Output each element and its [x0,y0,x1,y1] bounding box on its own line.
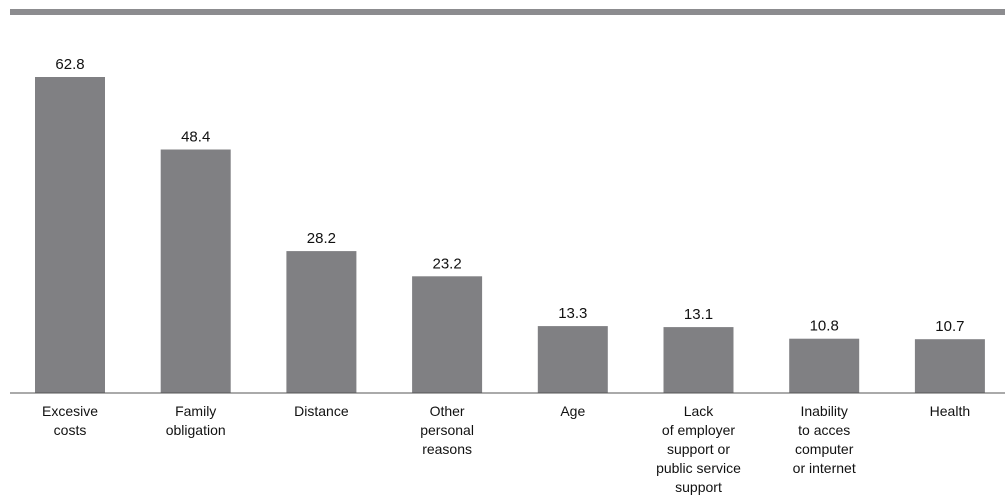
bar-6 [789,338,860,393]
category-label-6-line-3: or internet [793,460,856,476]
bar-5 [663,327,734,393]
value-label-1: 48.4 [181,129,210,146]
category-label-3-line-0: Other [430,403,465,419]
bar-3 [412,276,483,393]
category-label-1-line-1: obligation [166,422,226,438]
bar-2 [286,251,357,393]
category-label-4-line-0: Age [560,403,585,419]
value-label-0: 62.8 [55,56,84,73]
category-label-5-line-3: public service [656,460,741,476]
category-label-3: Other personal reasons [420,403,474,457]
category-label-5-line-0: Lack [684,403,715,419]
value-label-3: 23.2 [432,255,461,272]
category-label-7-line-0: Health [930,403,970,419]
bar-0 [35,77,105,393]
category-label-5-line-1: of employer [662,422,735,438]
bar-1 [160,149,231,393]
category-label-3-line-2: reasons [422,441,472,457]
value-label-4: 13.3 [558,305,587,322]
category-labels-group: Excesive costs Family obligation Distance Oth… [42,403,970,495]
value-label-7: 10.7 [935,318,964,335]
category-label-5: Lack of employer support or public service s… [656,403,741,495]
category-label-4: Age [560,403,585,419]
category-label-0: Excesive costs [42,403,98,438]
category-label-0-line-1: costs [54,422,87,438]
value-label-6: 10.8 [810,318,839,335]
value-labels-group: 62.8 48.4 28.2 23.2 13.3 13.1 10.8 10.7 [55,56,964,335]
value-label-2: 28.2 [307,230,336,247]
top-rule [10,9,1005,15]
bar-4 [537,326,608,393]
category-label-6: Inability to acces computer or internet [793,403,856,476]
bars-group [35,77,985,393]
category-label-3-line-1: personal [420,422,474,438]
category-label-2-line-0: Distance [294,403,349,419]
category-label-1: Family obligation [166,403,226,438]
bar-7 [914,339,985,393]
category-label-6-line-2: computer [795,441,854,457]
value-label-5: 13.1 [684,306,713,323]
category-label-5-line-4: support [675,479,722,495]
category-label-6-line-0: Inability [800,403,847,419]
category-label-7: Health [930,403,970,419]
category-label-0-line-0: Excesive [42,403,98,419]
category-label-2: Distance [294,403,349,419]
category-label-6-line-1: to acces [798,422,850,438]
category-label-5-line-2: support or [667,441,730,457]
category-label-1-line-0: Family [175,403,216,419]
